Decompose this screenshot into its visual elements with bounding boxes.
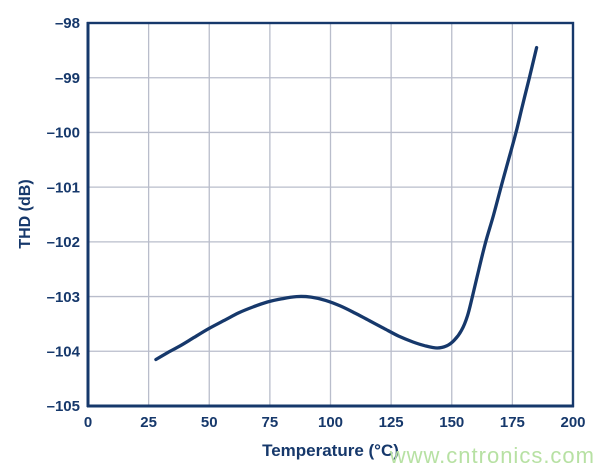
x-tick-label: 125 xyxy=(379,414,404,431)
x-tick-label: 175 xyxy=(500,414,525,431)
y-tick-label: –103 xyxy=(47,289,80,306)
watermark-text: www.cntronics.com xyxy=(389,443,595,468)
x-tick-label: 200 xyxy=(560,414,585,431)
x-axis-title: Temperature (°C) xyxy=(262,441,399,460)
y-tick-label: –104 xyxy=(47,343,81,360)
x-tick-label: 25 xyxy=(140,414,157,431)
y-tick-label: –99 xyxy=(55,70,80,87)
y-tick-label: –101 xyxy=(47,179,80,196)
x-tick-label: 100 xyxy=(318,414,343,431)
x-tick-label: 150 xyxy=(439,414,464,431)
y-tick-label: –105 xyxy=(47,398,80,415)
x-tick-label: 50 xyxy=(201,414,218,431)
y-axis-title: THD (dB) xyxy=(17,179,34,249)
y-tick-label: –100 xyxy=(47,125,80,142)
thd-curve xyxy=(154,45,539,362)
x-tick-label: 0 xyxy=(84,414,92,431)
x-tick-label: 75 xyxy=(262,414,279,431)
y-tick-label: –98 xyxy=(55,15,80,32)
y-tick-label: –102 xyxy=(47,234,80,251)
